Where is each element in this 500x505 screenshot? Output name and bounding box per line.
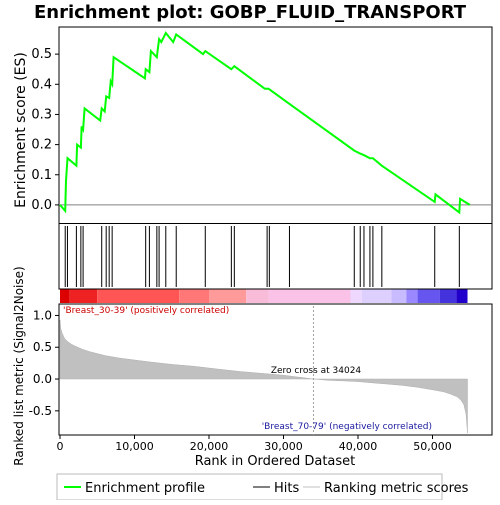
ranking-bar-segment — [406, 289, 418, 303]
x-tick-label: 30,000 — [264, 440, 303, 453]
ranking-bar-segment — [361, 289, 392, 303]
es-panel: 0.0 0.1 0.2 0.3 0.4 0.5 Enrichment score (ES) — [13, 26, 493, 290]
ranking-bar-segment — [179, 289, 209, 303]
legend-label-hits: Hits — [274, 481, 299, 496]
ranking-bar-segment — [60, 289, 70, 303]
x-tick-label: 50,000 — [413, 440, 452, 453]
ranking-bar-segment — [268, 289, 351, 303]
legend-frame — [56, 473, 443, 501]
ranking-bar-segment — [97, 289, 180, 303]
x-tick-label: 10,000 — [115, 440, 154, 453]
chart-title: Enrichment plot: GOBP_FLUID_TRANSPORT — [34, 2, 467, 23]
legend: Enrichment profile Hits Ranking metric s… — [56, 473, 469, 501]
es-y-tick-label: 0.0 — [31, 198, 52, 213]
es-y-tick-label: 0.4 — [31, 77, 52, 92]
ranking-bar-segment — [246, 289, 269, 303]
es-y-tick-label: 0.5 — [31, 47, 52, 62]
es-y-axis: 0.0 0.1 0.2 0.3 0.4 0.5 — [31, 47, 59, 213]
ranking-bar-segment — [69, 289, 98, 303]
es-y-tick-label: 0.2 — [31, 138, 52, 153]
metric-y-tick-label: 0.0 — [33, 372, 52, 386]
ranking-bar-segment — [439, 289, 457, 303]
ranking-bar-segment — [417, 289, 440, 303]
metric-y-tick-label: -0.5 — [29, 404, 52, 418]
legend-label-ranking: Ranking metric scores — [324, 481, 469, 496]
es-y-tick-label: 0.3 — [31, 107, 52, 122]
ranking-color-bar — [59, 288, 492, 303]
x-axis-label: Rank in Ordered Dataset — [195, 454, 356, 469]
metric-y-label: Ranked list metric (Signal2Noise) — [12, 266, 26, 465]
ranking-bar-segment — [350, 289, 362, 303]
es-y-label: Enrichment score (ES) — [13, 52, 29, 208]
x-tick-label: 40,000 — [339, 440, 378, 453]
es-y-tick-label: 0.1 — [31, 168, 52, 183]
es-panel-frame — [58, 26, 493, 290]
metric-y-tick-label: 0.5 — [33, 340, 52, 354]
metric-y-axis: -0.5 0.0 0.5 1.0 — [29, 308, 59, 418]
hit-marks — [64, 226, 460, 287]
zero-cross-label: Zero cross at 34024 — [271, 366, 362, 376]
legend-label-enrichment: Enrichment profile — [85, 481, 205, 496]
metric-x-axis: 0 10,000 20,000 30,000 40,000 50,000 — [57, 435, 452, 453]
ranking-metric-area — [59, 319, 468, 434]
enrichment-profile-line — [59, 31, 471, 215]
metric-y-tick-label: 1.0 — [33, 308, 52, 322]
positive-correlation-label: 'Breast_30-39' (positively correlated) — [63, 306, 229, 316]
x-tick-label: 0 — [57, 440, 64, 453]
ranking-bar-segment — [391, 289, 407, 303]
x-tick-label: 20,000 — [190, 440, 229, 453]
ranking-bar-segment — [209, 289, 247, 303]
metric-panel: Zero cross at 34024 'Breast_30-39' (posi… — [12, 266, 493, 469]
negative-correlation-label: 'Breast_70-79' (negatively correlated) — [262, 422, 432, 432]
ranking-bar-segment — [456, 289, 468, 303]
